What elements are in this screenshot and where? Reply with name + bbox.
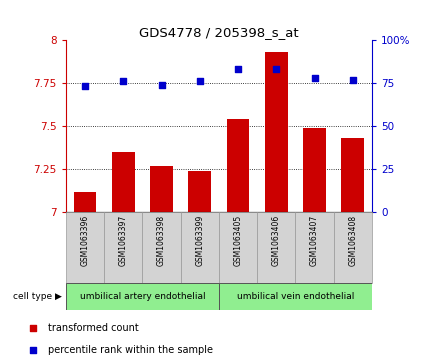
Bar [74,192,96,212]
Point [82,83,88,89]
Title: GDS4778 / 205398_s_at: GDS4778 / 205398_s_at [139,26,299,39]
Bar [150,166,173,212]
Bar [334,212,372,283]
Bar [219,212,257,283]
Text: GSM1063398: GSM1063398 [157,215,166,266]
Bar [66,283,219,310]
Bar [265,52,288,212]
Point [313,262,320,268]
Text: GSM1063397: GSM1063397 [119,215,128,266]
Text: GSM1063405: GSM1063405 [233,215,243,266]
Bar [181,212,219,283]
Bar [227,119,249,212]
Point [120,78,127,84]
Point [196,78,203,84]
Text: percentile rank within the sample: percentile rank within the sample [48,344,213,355]
Bar [112,152,135,212]
Text: GSM1063406: GSM1063406 [272,215,281,266]
Text: GSM1063407: GSM1063407 [310,215,319,266]
Text: GSM1063396: GSM1063396 [80,215,90,266]
Bar [142,212,181,283]
Point [273,66,280,72]
Bar [341,138,364,212]
Point [313,62,320,68]
Text: GSM1063399: GSM1063399 [195,215,204,266]
Bar [66,212,104,283]
Text: umbilical vein endothelial: umbilical vein endothelial [237,292,354,301]
Text: umbilical artery endothelial: umbilical artery endothelial [79,292,205,301]
Bar [219,283,372,310]
Bar [104,212,142,283]
Bar [295,212,334,283]
Point [349,77,356,82]
Point [158,82,165,88]
Bar [188,171,211,212]
Text: transformed count: transformed count [48,323,139,333]
Point [235,66,241,72]
Text: cell type ▶: cell type ▶ [13,292,62,301]
Point [311,75,318,81]
Bar [303,128,326,212]
Bar [257,212,295,283]
Text: GSM1063408: GSM1063408 [348,215,357,266]
